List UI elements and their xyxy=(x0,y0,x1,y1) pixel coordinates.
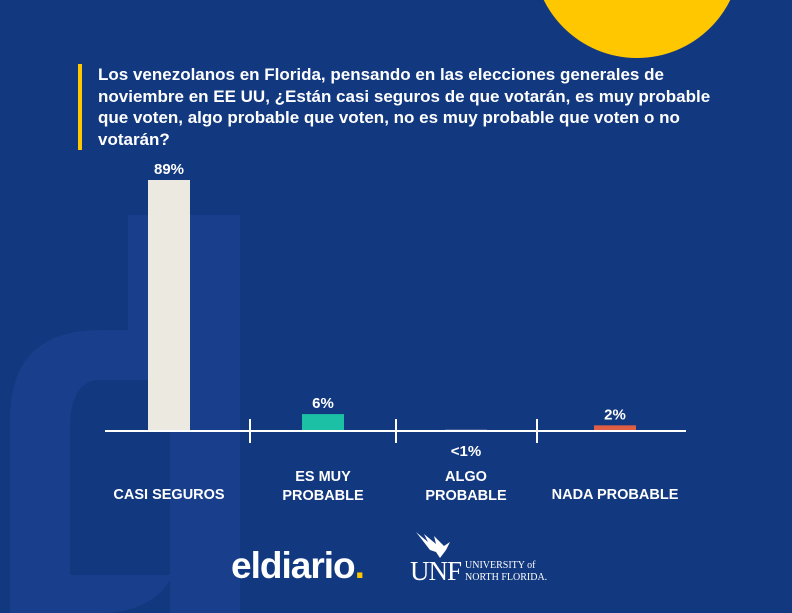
eldiario-logo-text: eldiario xyxy=(231,545,356,586)
bar-0 xyxy=(148,180,190,431)
unf-name-line1: UNIVERSITY of xyxy=(465,560,536,571)
bar-1 xyxy=(302,414,344,431)
unf-name: UNIVERSITY of NORTH FLORIDA. xyxy=(465,560,547,584)
data-label-0: 89% xyxy=(154,161,184,178)
category-label-2: ALGO PROBABLE xyxy=(425,469,507,504)
unf-letters: UNF xyxy=(410,556,462,586)
data-label-1: 6% xyxy=(312,395,334,412)
osprey-icon xyxy=(416,532,450,558)
unf-logo: UNF UNIVERSITY of NORTH FLORIDA. xyxy=(410,530,560,586)
bar-3 xyxy=(594,425,636,431)
chart-title: Los venezolanos en Florida, pensando en … xyxy=(98,65,711,149)
unf-name-line2: NORTH FLORIDA. xyxy=(465,572,548,583)
category-label-3: NADA PROBABLE xyxy=(552,487,679,503)
eldiario-logo: eldiario. xyxy=(231,545,365,586)
eldiario-logo-dot: . xyxy=(354,545,365,586)
title-accent-bar xyxy=(78,64,82,150)
category-label-0: CASI SEGUROS xyxy=(113,487,225,503)
category-label-1: ES MUY PROBABLE xyxy=(282,469,364,504)
data-label-2: <1% xyxy=(451,443,481,460)
data-label-3: 2% xyxy=(604,406,626,423)
